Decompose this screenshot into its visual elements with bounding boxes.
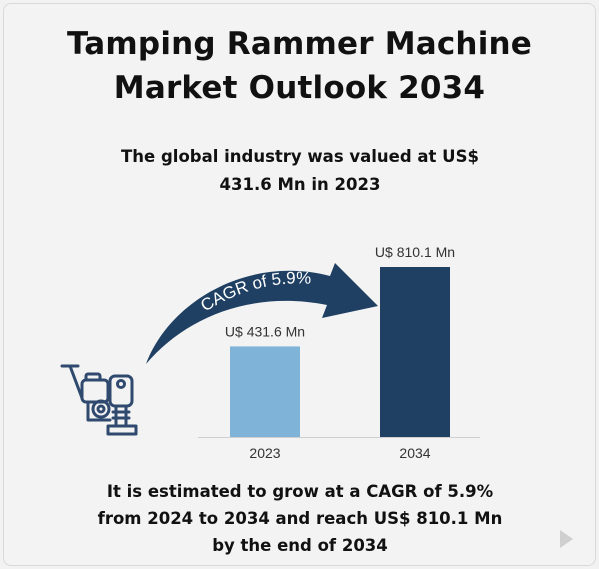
forecast-line-1: It is estimated to grow at a CAGR of 5.9… (106, 482, 494, 501)
bar-2034 (380, 267, 450, 437)
title-line-1: Tamping Rammer Machine (66, 26, 533, 62)
bar-2023 (230, 346, 300, 437)
valuation-statement: The global industry was valued at US$ 43… (60, 143, 540, 199)
valuation-line-2: 431.6 Mn in 2023 (219, 175, 381, 194)
forecast-line-2: from 2024 to 2034 and reach US$ 810.1 Mn (97, 509, 503, 528)
play-icon[interactable] (560, 530, 573, 548)
tamping-rammer-machine-icon (60, 364, 138, 436)
forecast-line-3: by the end of 2034 (212, 536, 388, 555)
cagr-arrow (146, 263, 378, 364)
bars-group: U$ 431.6 Mn 2023 U$ 810.1 Mn 2034 (225, 244, 455, 461)
valuation-line-1: The global industry was valued at US$ (121, 147, 479, 166)
data-label-2023: U$ 431.6 Mn (225, 323, 305, 339)
page-title: Tamping Rammer Machine Market Outlook 20… (0, 22, 599, 110)
x-tick-label-2023: 2023 (249, 445, 280, 461)
x-tick-label-2034: 2034 (399, 445, 430, 461)
title-line-2: Market Outlook 2034 (113, 70, 486, 106)
forecast-statement: It is estimated to grow at a CAGR of 5.9… (20, 478, 580, 559)
data-label-2034: U$ 810.1 Mn (375, 244, 455, 260)
